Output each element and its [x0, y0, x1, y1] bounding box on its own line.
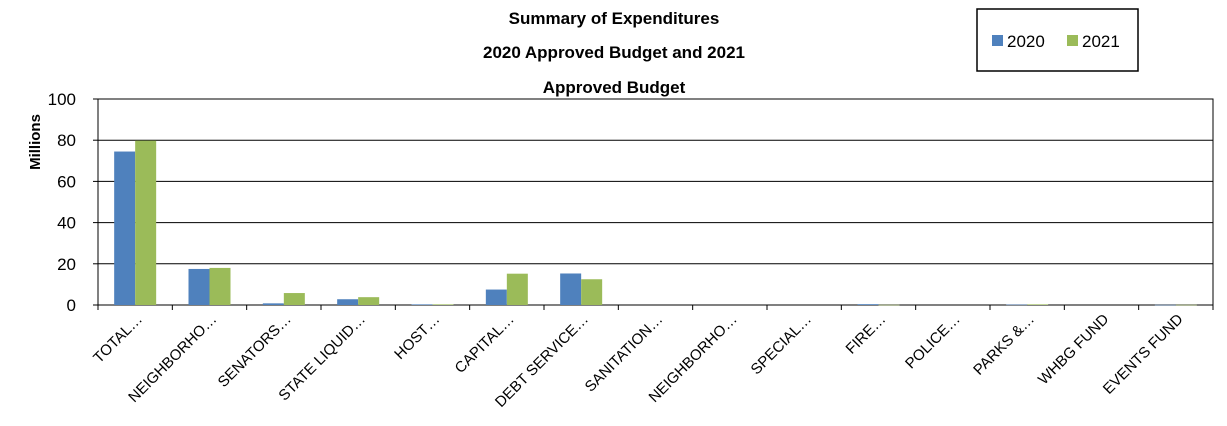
legend-box [976, 8, 1139, 72]
y-tick-label: 20 [57, 255, 76, 274]
x-tick-label: CAPITAL… [452, 311, 518, 377]
y-tick-label: 40 [57, 214, 76, 233]
legend-swatch-2021 [1067, 35, 1078, 46]
x-tick-label: TOTAL… [90, 311, 146, 367]
bar-2020-14 [1154, 304, 1176, 306]
bar-2021-2 [283, 293, 305, 305]
bar-2020-1 [188, 268, 210, 305]
bar-2021-3 [358, 297, 380, 305]
bar-2021-1 [209, 267, 231, 305]
y-tick-label: 100 [48, 90, 76, 109]
x-tick-label: SPECIAL… [748, 311, 815, 378]
bar-2021-4 [432, 304, 454, 305]
bar-2020-0 [114, 151, 136, 305]
x-tick-label: SANITATION… [582, 311, 667, 396]
chart-title-line-3: Approved Budget [543, 78, 686, 97]
bar-2020-4 [411, 304, 433, 305]
y-axis-label: Millions [27, 114, 44, 170]
plot-area [97, 98, 1214, 306]
legend-label-2020: 2020 [1007, 32, 1045, 51]
bar-2021-14 [1175, 304, 1197, 306]
bar-2020-3 [337, 299, 359, 305]
x-tick-label: EVENTS FUND [1100, 311, 1187, 398]
bar-2020-2 [262, 303, 284, 305]
bar-2021-6 [581, 279, 603, 305]
legend-swatch-2020 [992, 35, 1003, 46]
bar-2021-5 [506, 273, 528, 305]
bar-2020-12 [1006, 304, 1028, 306]
bar-2021-10 [878, 304, 900, 306]
x-tick-label: PARKS &… [970, 311, 1038, 379]
y-axis-ticks: 0 20 40 60 80 100 [48, 90, 98, 315]
bar-2020-6 [560, 273, 582, 305]
x-tick-label: SENATORS… [215, 311, 295, 391]
x-tick-label: WHBG FUND [1035, 311, 1113, 389]
legend: 2020 2021 [976, 8, 1139, 72]
bar-2021-12 [1027, 304, 1049, 305]
plot-border [97, 98, 1214, 306]
chart-title-line-1: Summary of Expenditures [509, 9, 720, 28]
x-tick-label: FIRE… [843, 311, 890, 358]
chart-title-line-2: 2020 Approved Budget and 2021 [483, 43, 745, 62]
bar-2020-10 [857, 304, 879, 305]
y-tick-label: 60 [57, 172, 76, 191]
y-tick-label: 80 [57, 131, 76, 150]
bars [114, 140, 1197, 306]
x-tick-label: POLICE… [902, 311, 964, 373]
x-axis-ticks: TOTAL…NEIGHBORHO…SENATORS…STATE LIQUID… H… [90, 305, 1214, 411]
bar-2021-0 [135, 140, 157, 305]
legend-label-2021: 2021 [1082, 32, 1120, 51]
y-tick-label: 0 [67, 296, 76, 315]
x-tick-label: HOST… [391, 311, 443, 363]
bar-2020-5 [485, 289, 507, 305]
